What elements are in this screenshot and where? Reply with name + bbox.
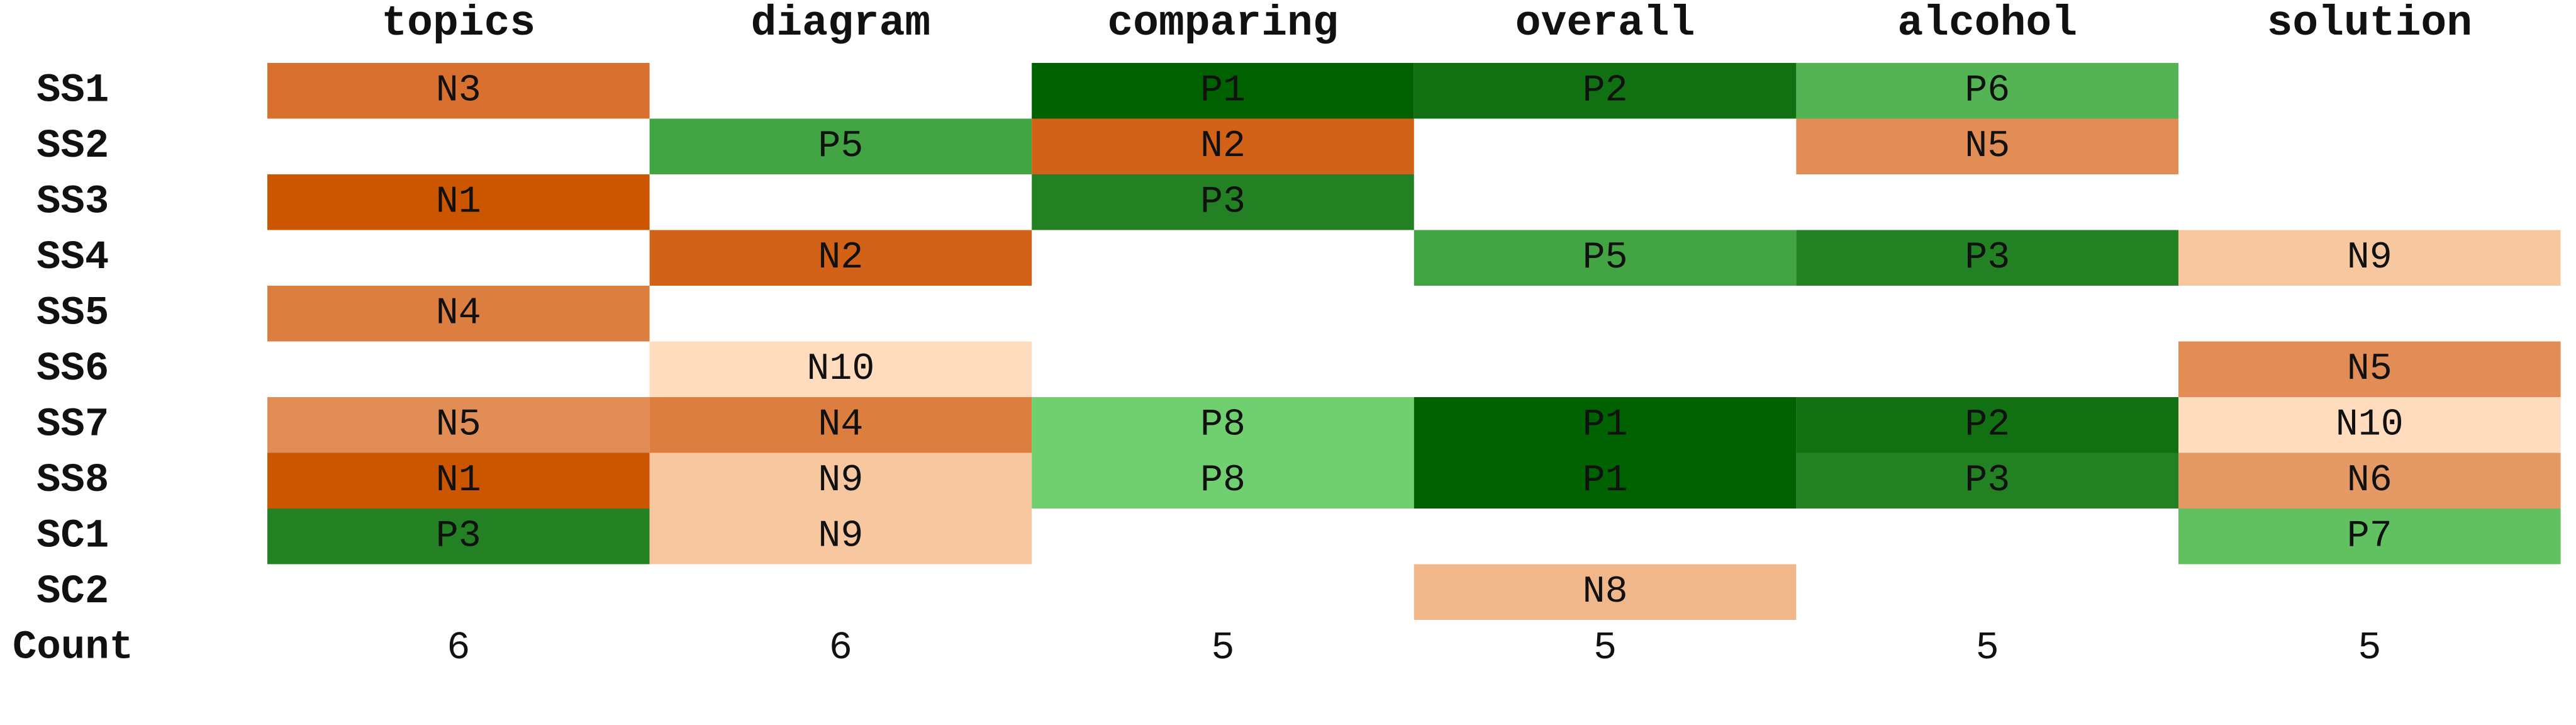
heatmap-cell — [1796, 118, 2178, 174]
heatmap-cell-label: P2 — [1965, 403, 2010, 446]
heatmap-cell-label: N9 — [2347, 237, 2392, 279]
heatmap-cell-label: P1 — [1583, 459, 1628, 502]
heatmap-cell-label: N5 — [436, 403, 481, 446]
heatmap-cell — [1796, 397, 2178, 453]
heatmap-cell-label: P5 — [818, 125, 863, 168]
row-label-ss6: SS6 — [36, 347, 109, 392]
heatmap-cell — [1413, 230, 1797, 286]
row-label-sc1: SC1 — [36, 514, 109, 559]
heatmap-cell-label: N2 — [1200, 125, 1246, 168]
row-label-sc2: SC2 — [36, 570, 109, 615]
heatmap-cell-label: P8 — [1200, 403, 1246, 446]
count-value-solution: 5 — [2358, 626, 2381, 670]
heatmap-cell — [1032, 174, 1414, 230]
heatmap-cell-label: N10 — [806, 348, 874, 391]
row-label-ss1: SS1 — [36, 68, 109, 113]
heatmap-cell — [1032, 118, 1414, 174]
heatmap-cell — [1413, 452, 1797, 509]
heatmap-cell-label: N9 — [818, 515, 863, 558]
heatmap-cell-label: P3 — [1200, 181, 1246, 223]
count-row: Count 6 6 5 5 5 5 — [13, 625, 2381, 670]
heatmap-cell — [267, 452, 650, 509]
count-value-diagram: 6 — [829, 626, 852, 670]
column-headers: topics diagram comparing overall alcohol solu… — [381, 0, 2472, 48]
heatmap-cell-label: N8 — [1583, 571, 1628, 614]
heatmap-cell — [1796, 230, 2178, 286]
heatmap-cell-label: P8 — [1200, 459, 1246, 502]
heatmap-cell — [649, 509, 1032, 565]
heatmap-cell-label: P1 — [1200, 69, 1246, 112]
heatmap-cell — [649, 230, 1032, 286]
heatmap-cell — [1796, 452, 2178, 509]
heatmap-cell-label: P3 — [436, 515, 481, 558]
row-label-ss7: SS7 — [36, 402, 109, 447]
heatmap-cell — [649, 397, 1032, 453]
heatmap-cell — [2178, 341, 2561, 397]
heatmap-cell-label: N9 — [818, 459, 863, 502]
heatmap-cells: N3 P1 P2 P6 P5 N2 N5 N1 P3 N2 P5 P3 N9 N4 N10 N5 N5 N4 P8 P… — [267, 63, 2561, 620]
heatmap-cell — [267, 509, 650, 565]
heatmap-cell-label: P3 — [1965, 459, 2010, 502]
count-label: Count — [13, 625, 133, 670]
heatmap-cell — [2178, 452, 2561, 509]
heatmap-cell — [649, 452, 1032, 509]
heatmap-cell — [1032, 63, 1414, 119]
column-header-alcohol: alcohol — [1897, 0, 2077, 48]
row-label-ss3: SS3 — [36, 179, 109, 225]
heatmap-cell-label: N3 — [436, 69, 481, 112]
heatmap-cell — [2178, 230, 2561, 286]
heatmap-cell — [1413, 63, 1797, 119]
heatmap-cell — [267, 174, 650, 230]
heatmap-cell — [1796, 63, 2178, 119]
heatmap-cell — [2178, 509, 2561, 565]
column-header-diagram: diagram — [751, 0, 931, 48]
heatmap-cell — [649, 118, 1032, 174]
heatmap-cell — [1032, 452, 1414, 509]
row-label-ss4: SS4 — [36, 235, 109, 281]
heatmap-cell — [649, 341, 1032, 397]
heatmap-cell-label: N1 — [436, 459, 481, 502]
count-value-comparing: 5 — [1211, 626, 1234, 670]
count-value-alcohol: 5 — [1976, 626, 1999, 670]
count-value-overall: 5 — [1593, 626, 1617, 670]
heatmap-cell-label: P5 — [1583, 237, 1628, 279]
heatmap-cell-label: N5 — [1965, 125, 2010, 168]
row-labels: SS1 SS2 SS3 SS4 SS5 SS6 SS7 SS8 SC1 SC2 — [36, 68, 109, 615]
heatmap-cell — [267, 397, 650, 453]
row-label-ss5: SS5 — [36, 291, 109, 336]
heatmap-cell — [2178, 397, 2561, 453]
column-header-overall: overall — [1515, 0, 1695, 48]
heatmap-cell — [267, 63, 650, 119]
heatmap-cell-label: N6 — [2347, 459, 2392, 502]
row-label-ss2: SS2 — [36, 124, 109, 169]
heatmap-cell-label: P6 — [1965, 69, 2010, 112]
heatmap-cell — [1032, 397, 1414, 453]
heatmap-cell — [267, 286, 650, 342]
heatmap-cell-label: N10 — [2336, 403, 2404, 446]
heatmap-cell — [1413, 397, 1797, 453]
heatmap-cell-label: P2 — [1583, 69, 1628, 112]
column-header-comparing: comparing — [1107, 0, 1338, 48]
heatmap-cell — [1413, 564, 1797, 620]
heatmap-cell-label: N1 — [436, 181, 481, 223]
heatmap-cell-label: N4 — [436, 292, 481, 335]
heatmap-cell-label: P3 — [1965, 237, 2010, 279]
column-header-solution: solution — [2267, 0, 2472, 48]
count-value-topics: 6 — [447, 626, 470, 670]
heatmap-cell-label: N2 — [818, 237, 863, 279]
column-header-topics: topics — [381, 0, 535, 48]
heatmap-cell-label: P7 — [2347, 515, 2392, 558]
heatmap-cell-label: N4 — [818, 403, 863, 446]
heatmap-cell-label: N5 — [2347, 348, 2392, 391]
heatmap-cell-label: P1 — [1583, 403, 1628, 446]
row-label-ss8: SS8 — [36, 458, 109, 503]
